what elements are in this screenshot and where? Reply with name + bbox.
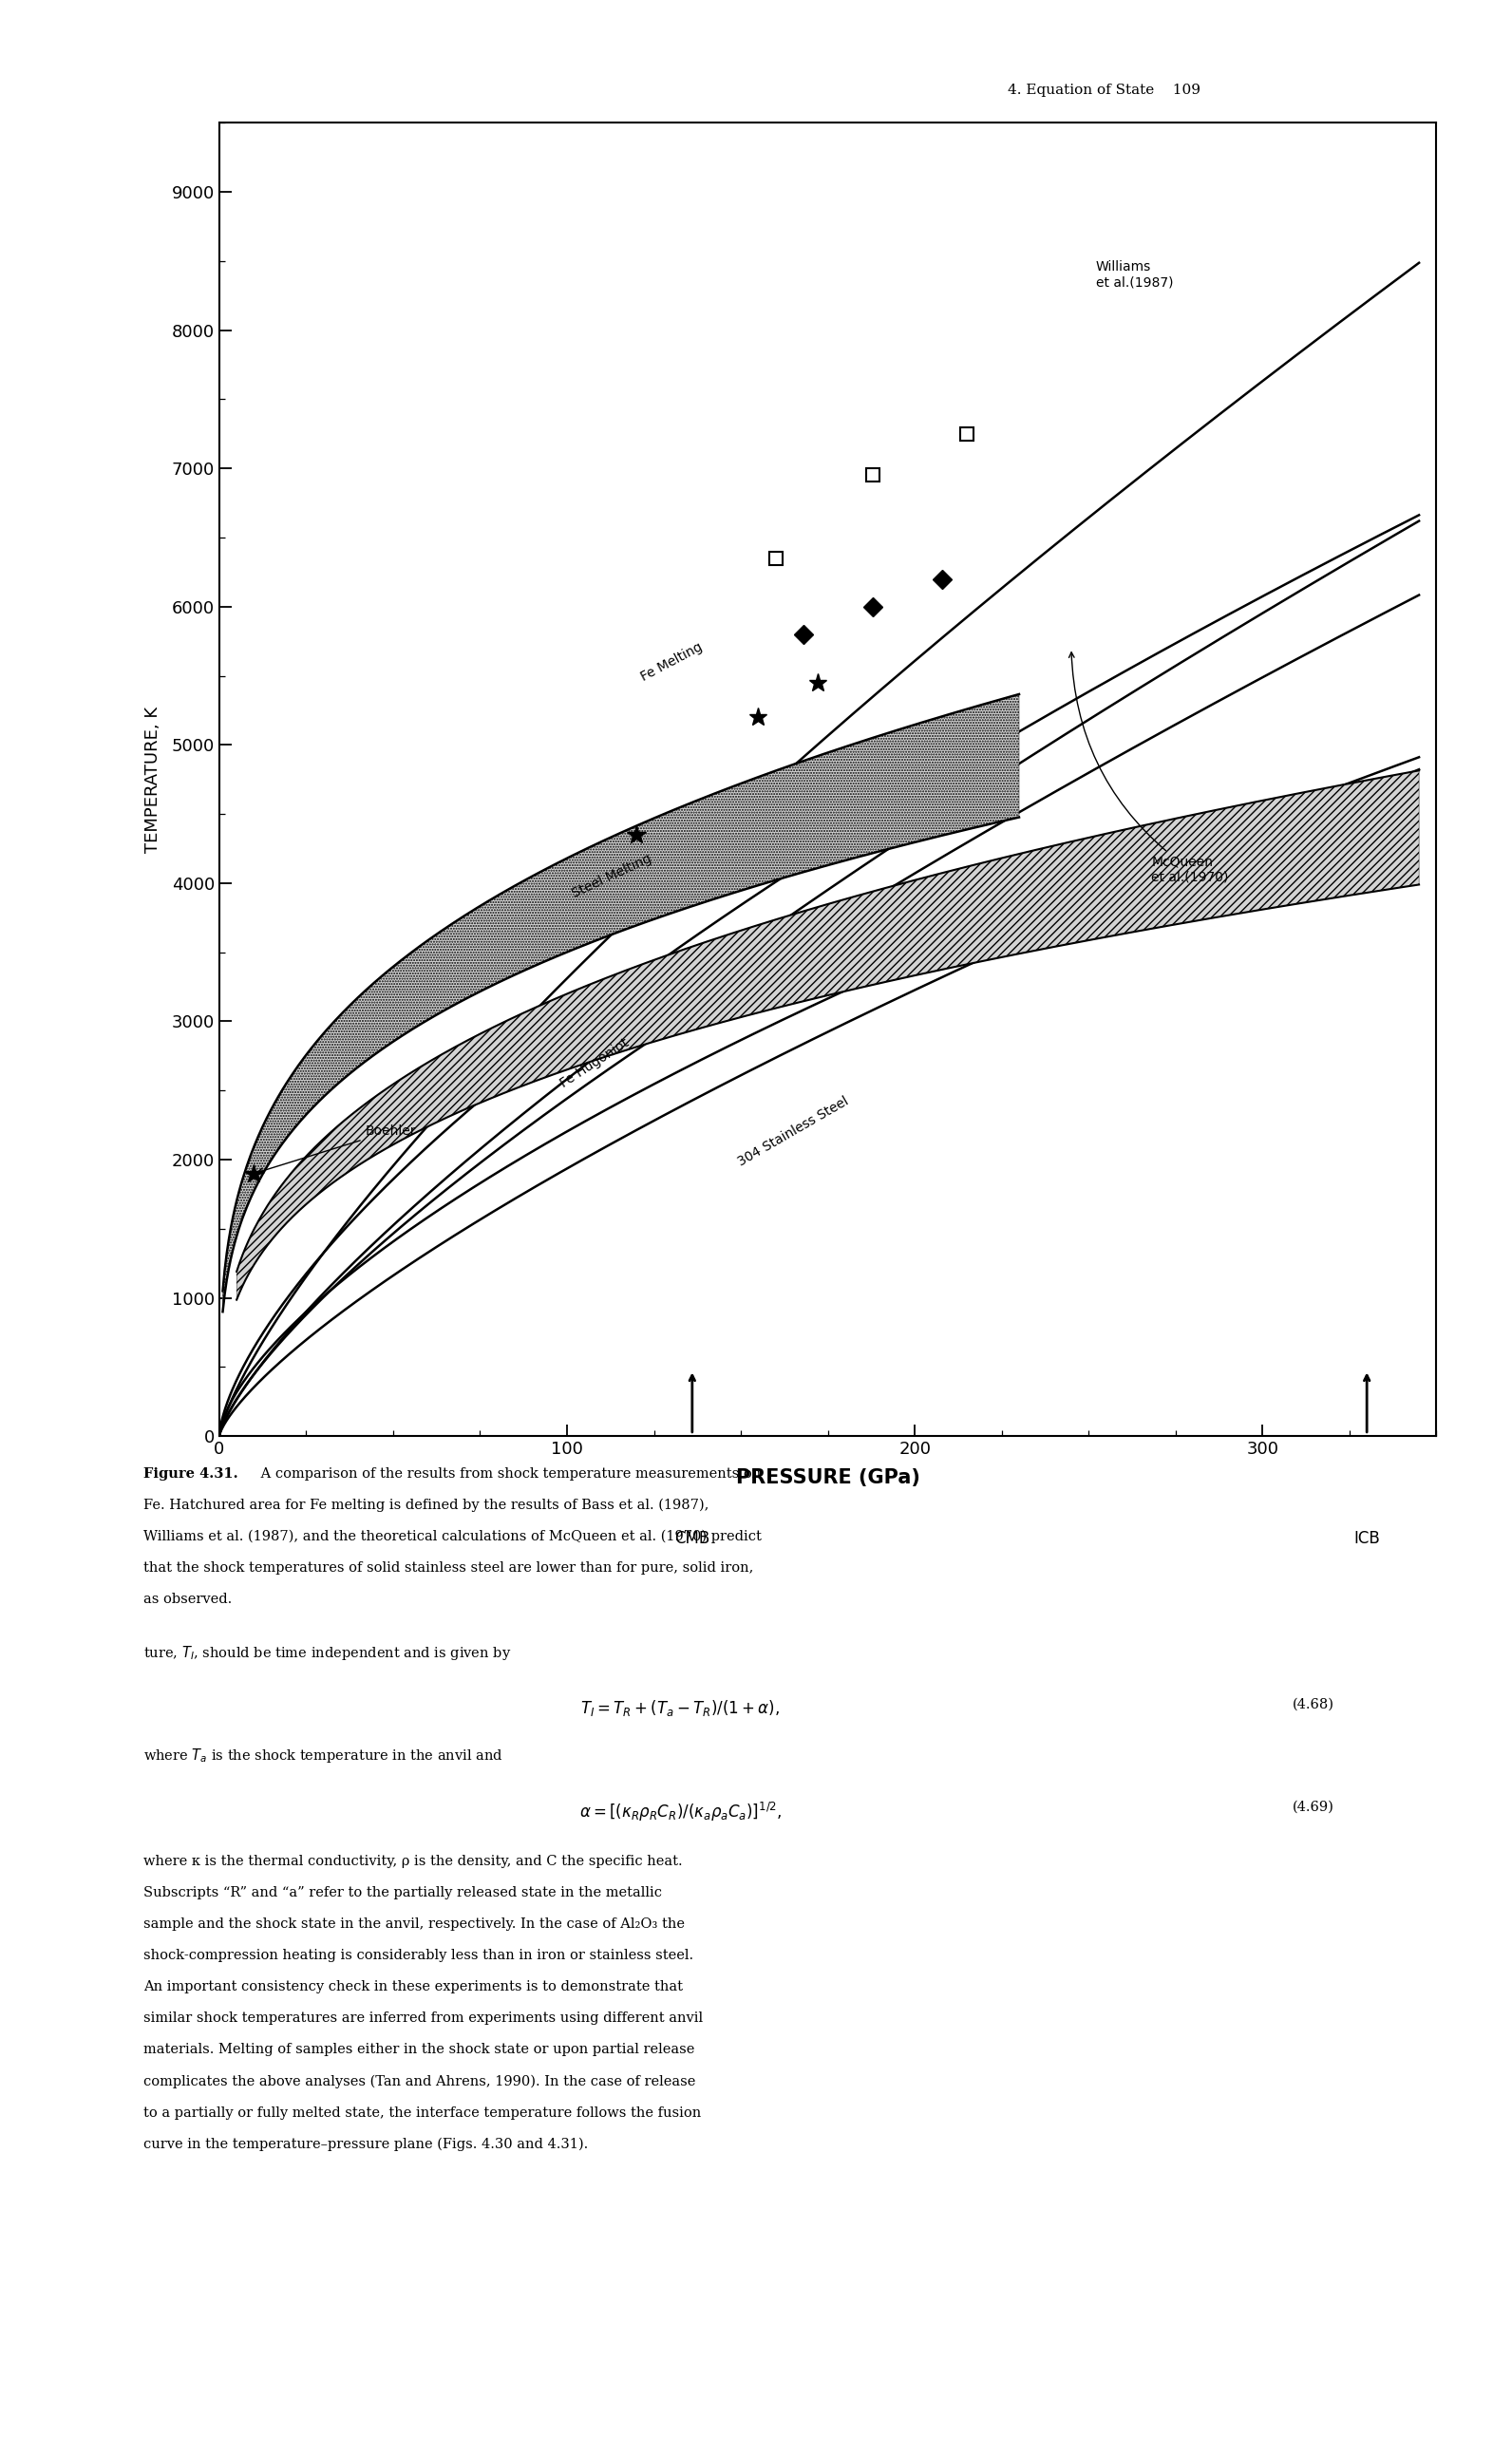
Text: Boehler: Boehler (259, 1124, 416, 1173)
Text: Fe. Hatchured area for Fe melting is defined by the results of Bass et al. (1987: Fe. Hatchured area for Fe melting is def… (144, 1498, 709, 1512)
Text: sample and the shock state in the anvil, respectively. In the case of Al₂O₃ the: sample and the shock state in the anvil,… (144, 1917, 685, 1932)
Y-axis label: TEMPERATURE, K: TEMPERATURE, K (144, 707, 162, 852)
Text: materials. Melting of samples either in the shock state or upon partial release: materials. Melting of samples either in … (144, 2043, 696, 2057)
Text: 4. Equation of State    109: 4. Equation of State 109 (1007, 83, 1201, 96)
Text: Fe Hugoniot: Fe Hugoniot (558, 1036, 632, 1090)
Text: Steel Melting: Steel Melting (570, 852, 655, 901)
Text: ture, $T_I$, should be time independent and is given by: ture, $T_I$, should be time independent … (144, 1642, 511, 1662)
Text: (4.69): (4.69) (1293, 1800, 1335, 1814)
Text: Subscripts “R” and “a” refer to the partially released state in the metallic: Subscripts “R” and “a” refer to the part… (144, 1885, 662, 1900)
Text: Fe Melting: Fe Melting (638, 641, 705, 685)
Text: $\alpha = [(\kappa_R\rho_R C_R)/(\kappa_a\rho_a C_a)]^{1/2},$: $\alpha = [(\kappa_R\rho_R C_R)/(\kappa_… (579, 1800, 782, 1824)
Text: to a partially or fully melted state, the interface temperature follows the fusi: to a partially or fully melted state, th… (144, 2106, 702, 2119)
Text: McQueen
et al.(1970): McQueen et al.(1970) (1069, 653, 1229, 884)
X-axis label: PRESSURE (GPa): PRESSURE (GPa) (736, 1468, 919, 1488)
Text: where $T_a$ is the shock temperature in the anvil and: where $T_a$ is the shock temperature in … (144, 1746, 503, 1765)
Text: (4.68): (4.68) (1293, 1696, 1335, 1711)
Text: complicates the above analyses (Tan and Ahrens, 1990). In the case of release: complicates the above analyses (Tan and … (144, 2074, 696, 2089)
Text: where κ is the thermal conductivity, ρ is the density, and C the specific heat.: where κ is the thermal conductivity, ρ i… (144, 1854, 683, 1868)
Text: ICB: ICB (1353, 1529, 1380, 1547)
Text: 304 Stainless Steel: 304 Stainless Steel (735, 1095, 851, 1169)
Text: that the shock temperatures of solid stainless steel are lower than for pure, so: that the shock temperatures of solid sta… (144, 1561, 754, 1574)
Text: curve in the temperature–pressure plane (Figs. 4.30 and 4.31).: curve in the temperature–pressure plane … (144, 2138, 588, 2151)
Text: Williams
et al.(1987): Williams et al.(1987) (1096, 260, 1173, 290)
Text: A comparison of the results from shock temperature measurements on: A comparison of the results from shock t… (256, 1466, 761, 1480)
Text: $T_I = T_R + (T_a - T_R)/(1 + \alpha),$: $T_I = T_R + (T_a - T_R)/(1 + \alpha),$ (581, 1696, 780, 1718)
Text: CMB: CMB (674, 1529, 709, 1547)
Text: An important consistency check in these experiments is to demonstrate that: An important consistency check in these … (144, 1981, 683, 1993)
Text: similar shock temperatures are inferred from experiments using different anvil: similar shock temperatures are inferred … (144, 2011, 703, 2025)
Text: Williams et al. (1987), and the theoretical calculations of McQueen et al. (1970: Williams et al. (1987), and the theoreti… (144, 1529, 762, 1544)
Text: as observed.: as observed. (144, 1593, 233, 1606)
Text: Figure 4.31.: Figure 4.31. (144, 1466, 239, 1480)
Text: shock-compression heating is considerably less than in iron or stainless steel.: shock-compression heating is considerabl… (144, 1949, 694, 1962)
